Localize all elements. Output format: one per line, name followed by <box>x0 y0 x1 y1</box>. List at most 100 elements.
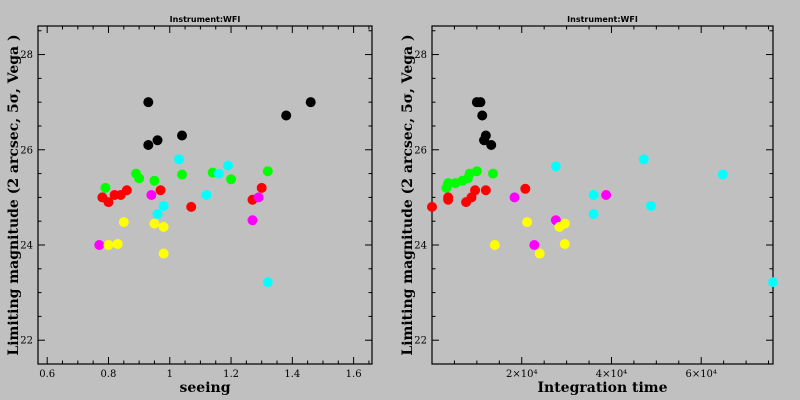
x-tick-label: 1.2 <box>223 369 239 380</box>
data-point <box>121 185 132 196</box>
x-tick-label: 0.6 <box>39 369 55 380</box>
y-tick-label: 22 <box>414 336 427 347</box>
data-point <box>94 239 105 250</box>
data-point <box>158 200 169 211</box>
x-axis-label: Integration time <box>537 380 667 396</box>
data-series-3 <box>97 182 267 212</box>
data-point <box>256 182 267 193</box>
data-point <box>173 154 184 165</box>
data-point <box>645 200 656 211</box>
data-point <box>213 168 224 179</box>
data-point <box>443 178 454 189</box>
data-point <box>588 190 599 200</box>
data-point <box>550 161 561 172</box>
plot-title: Instrument:WFI <box>567 15 638 24</box>
data-point <box>149 218 160 229</box>
data-point <box>152 135 163 146</box>
data-point <box>768 277 778 288</box>
y-tick-label: 26 <box>20 145 33 156</box>
data-point <box>559 239 570 250</box>
data-point <box>475 97 486 108</box>
plot-panel-2: 2×10⁴ 4×10⁴ 6×10⁴ 22 24 26 28 Instrument:WFI Int… <box>400 15 778 396</box>
data-point <box>158 248 169 259</box>
data-point <box>100 182 111 193</box>
data-series-4 <box>550 154 778 288</box>
x-tick-label: 0.8 <box>101 369 117 380</box>
data-point <box>177 130 188 141</box>
data-point <box>480 130 491 141</box>
data-point <box>477 110 488 121</box>
x-tick-label: 1.6 <box>346 369 362 380</box>
data-point <box>155 185 166 196</box>
y-tick-label: 24 <box>20 240 33 251</box>
data-series-2 <box>441 166 499 193</box>
data-point <box>143 97 154 108</box>
data-point <box>489 239 500 250</box>
data-point <box>529 239 540 250</box>
data-point <box>262 277 273 288</box>
data-series-2 <box>100 166 273 193</box>
data-point <box>305 97 316 108</box>
data-point <box>509 192 520 203</box>
y-axis-label: Limiting magnitude (2 arcsec, 5σ, Vega ) <box>400 34 416 355</box>
plot-frame <box>37 25 373 365</box>
data-series-1 <box>143 97 316 151</box>
data-series-3 <box>427 183 531 212</box>
data-point <box>471 166 482 177</box>
data-point <box>226 174 237 185</box>
data-point <box>152 209 163 220</box>
data-point <box>488 168 499 179</box>
data-point <box>470 185 481 196</box>
data-point <box>559 218 570 229</box>
y-tick-label: 28 <box>414 50 427 61</box>
data-series-6 <box>103 217 169 259</box>
data-point <box>103 239 114 250</box>
data-point <box>427 201 437 212</box>
plot-frame <box>431 25 774 365</box>
y-tick-label: 26 <box>414 145 427 156</box>
data-point <box>443 194 454 205</box>
data-point <box>112 239 123 250</box>
data-point <box>186 201 197 212</box>
x-axis-label: seeing <box>180 380 231 396</box>
x-tick-label: 6×10⁴ <box>685 369 716 380</box>
data-point <box>520 183 531 194</box>
data-point <box>253 192 264 203</box>
data-point <box>486 140 497 151</box>
y-tick-label: 24 <box>414 240 427 251</box>
data-point <box>601 190 612 200</box>
data-point <box>149 175 160 186</box>
data-point <box>143 140 154 151</box>
data-point <box>158 221 169 232</box>
x-tick-label: 4×10⁴ <box>596 369 627 380</box>
data-point <box>480 185 491 196</box>
data-series-5 <box>94 190 264 250</box>
data-point <box>717 169 728 180</box>
data-series-4 <box>152 154 273 288</box>
data-point <box>201 190 212 200</box>
data-series-6 <box>489 217 570 259</box>
data-point <box>588 209 599 220</box>
data-series-1 <box>471 97 497 151</box>
data-point <box>522 217 533 228</box>
data-point <box>134 173 145 184</box>
plot-panel-1: 0.6 0.8 1 1.2 1.4 1.6 22 24 26 28 Instrument:WFI se… <box>6 15 373 396</box>
data-point <box>247 215 258 226</box>
data-point <box>146 190 157 200</box>
data-point <box>103 197 114 208</box>
data-point <box>222 160 233 171</box>
y-tick-label: 22 <box>20 336 33 347</box>
plot-title: Instrument:WFI <box>170 15 241 24</box>
data-point <box>534 248 545 259</box>
x-tick-label: 1.4 <box>284 369 300 380</box>
data-point <box>281 110 292 121</box>
y-axis-label: Limiting magnitude (2 arcsec, 5σ, Vega ) <box>6 34 22 355</box>
x-tick-label: 2×10⁴ <box>506 369 537 380</box>
y-tick-label: 28 <box>20 50 33 61</box>
data-point <box>118 217 129 228</box>
data-point <box>638 154 649 165</box>
data-point <box>262 166 273 177</box>
x-tick-label: 1 <box>167 369 173 380</box>
data-point <box>177 169 188 180</box>
